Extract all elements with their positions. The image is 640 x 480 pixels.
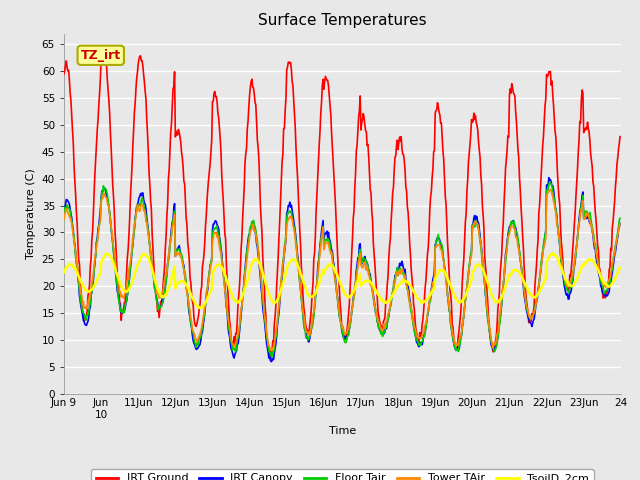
- Tower TAir: [213, 234, 221, 240]
- IRT Canopy: [427, 294, 435, 300]
- TsoilD_2cm: [410, 290, 418, 296]
- IRT Canopy: [127, 257, 135, 263]
- Tower TAir: [127, 252, 135, 258]
- IRT Canopy: [60, 205, 68, 211]
- Line: TsoilD_2cm: TsoilD_2cm: [64, 253, 620, 308]
- TsoilD_2cm: [549, 250, 557, 256]
- Tower TAir: [616, 221, 624, 227]
- IRT Ground: [412, 318, 419, 324]
- Floor Tair: [127, 254, 135, 260]
- Floor Tair: [616, 216, 624, 221]
- Title: Surface Temperatures: Surface Temperatures: [258, 13, 427, 28]
- IRT Canopy: [184, 293, 191, 299]
- IRT Canopy: [545, 175, 553, 180]
- Floor Tair: [268, 354, 276, 360]
- Floor Tair: [60, 209, 68, 215]
- Text: TZ_irt: TZ_irt: [81, 49, 121, 62]
- TsoilD_2cm: [427, 292, 435, 298]
- Floor Tair: [213, 223, 221, 228]
- TsoilD_2cm: [60, 269, 68, 275]
- IRT Ground: [60, 71, 68, 77]
- Floor Tair: [427, 298, 435, 304]
- IRT Canopy: [70, 238, 78, 244]
- TsoilD_2cm: [616, 265, 624, 271]
- Line: IRT Canopy: IRT Canopy: [64, 178, 620, 362]
- IRT Canopy: [213, 222, 221, 228]
- IRT Ground: [214, 110, 221, 116]
- X-axis label: Time: Time: [329, 426, 356, 436]
- IRT Canopy: [268, 359, 275, 365]
- Line: Floor Tair: Floor Tair: [64, 182, 620, 357]
- Line: IRT Ground: IRT Ground: [64, 50, 620, 360]
- IRT Ground: [70, 163, 78, 168]
- TsoilD_2cm: [127, 281, 135, 287]
- Floor Tair: [184, 294, 191, 300]
- Tower TAir: [547, 187, 554, 192]
- Tower TAir: [410, 324, 418, 329]
- Line: Tower TAir: Tower TAir: [64, 190, 620, 350]
- IRT Canopy: [410, 327, 418, 333]
- Tower TAir: [268, 348, 276, 353]
- Floor Tair: [70, 233, 78, 239]
- Tower TAir: [184, 293, 191, 299]
- Floor Tair: [410, 328, 418, 334]
- TsoilD_2cm: [214, 262, 221, 268]
- IRT Ground: [428, 189, 435, 194]
- TsoilD_2cm: [70, 264, 78, 270]
- Tower TAir: [70, 238, 78, 243]
- TsoilD_2cm: [184, 284, 191, 290]
- IRT Ground: [267, 358, 275, 363]
- IRT Ground: [128, 163, 136, 169]
- IRT Ground: [99, 47, 106, 53]
- IRT Ground: [616, 134, 624, 140]
- Tower TAir: [427, 290, 435, 296]
- Y-axis label: Temperature (C): Temperature (C): [26, 168, 36, 259]
- Floor Tair: [546, 179, 554, 185]
- Tower TAir: [60, 216, 68, 222]
- Legend: IRT Ground, IRT Canopy, Floor Tair, Tower TAir, TsoilD_2cm: IRT Ground, IRT Canopy, Floor Tair, Towe…: [91, 469, 594, 480]
- IRT Canopy: [616, 220, 624, 226]
- IRT Ground: [185, 247, 193, 252]
- TsoilD_2cm: [195, 305, 203, 311]
